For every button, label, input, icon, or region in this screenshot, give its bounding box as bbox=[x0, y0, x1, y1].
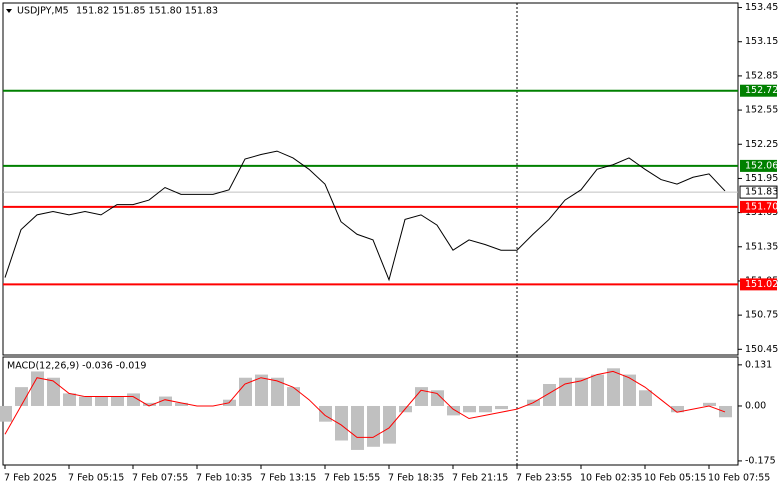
histogram-bar bbox=[415, 387, 428, 406]
histogram-bar bbox=[703, 402, 716, 406]
x-tick-label: 7 Feb 23:55 bbox=[516, 473, 572, 484]
y-tick-label: 152.85 bbox=[745, 70, 778, 81]
y-tick-label: 150.75 bbox=[745, 310, 778, 321]
x-tick-label: 7 Feb 07:55 bbox=[132, 473, 188, 484]
signal-line bbox=[4, 370, 726, 438]
x-tick-label: 7 Feb 13:15 bbox=[260, 473, 316, 484]
x-tick-label: 7 Feb 10:35 bbox=[196, 473, 252, 484]
price-panel bbox=[2, 2, 739, 356]
level-label: 152.72 bbox=[745, 85, 778, 96]
histogram-bar bbox=[335, 405, 348, 441]
histogram-bar bbox=[591, 374, 604, 406]
histogram-bar bbox=[367, 405, 380, 447]
y-tick-label: 150.45 bbox=[745, 344, 778, 355]
histogram-bar bbox=[383, 405, 396, 444]
histogram-bar bbox=[175, 402, 188, 406]
last-price-label: 151.83 bbox=[745, 187, 778, 198]
histogram-bar bbox=[479, 405, 492, 413]
level-tag bbox=[740, 278, 777, 291]
y-tick-label: 151.95 bbox=[745, 173, 778, 184]
histogram-bar bbox=[255, 374, 268, 406]
histogram-bar bbox=[543, 384, 556, 406]
histogram-bar bbox=[143, 402, 156, 406]
histogram-bar bbox=[79, 396, 92, 406]
x-tick-label: 10 Feb 07:55 bbox=[708, 473, 770, 484]
level-label: 151.70 bbox=[745, 201, 778, 212]
price-line bbox=[4, 150, 726, 282]
histogram-bar bbox=[95, 396, 108, 406]
histogram-bar bbox=[319, 405, 332, 422]
y-tick-label: 152.25 bbox=[745, 139, 778, 150]
histogram-bar bbox=[607, 368, 620, 406]
level-tag bbox=[740, 200, 777, 213]
histogram-bar bbox=[495, 405, 508, 410]
x-tick-label: 7 Feb 2025 bbox=[4, 473, 57, 484]
y-tick-label: 152.55 bbox=[745, 105, 778, 116]
histogram-bar bbox=[271, 377, 284, 406]
histogram-bar bbox=[463, 405, 476, 413]
x-tick-label: 10 Feb 05:15 bbox=[644, 473, 706, 484]
chart-subtitle: 151.82 151.85 151.80 151.83 bbox=[76, 6, 218, 17]
last-price-tag bbox=[739, 185, 778, 199]
x-tick-label: 7 Feb 15:55 bbox=[324, 473, 380, 484]
histogram-bar bbox=[47, 377, 60, 406]
histogram-bar bbox=[159, 396, 172, 406]
menu-arrow bbox=[6, 9, 12, 13]
x-tick-label: 7 Feb 18:35 bbox=[388, 473, 444, 484]
y-tick-label: 0.131 bbox=[745, 359, 772, 370]
y-tick-label: 0.00 bbox=[745, 400, 766, 411]
y-tick-label: 151.35 bbox=[745, 241, 778, 252]
histogram-bar bbox=[239, 377, 252, 406]
histogram-bar bbox=[31, 371, 44, 406]
x-tick-label: 7 Feb 21:15 bbox=[452, 473, 508, 484]
histogram-bar bbox=[111, 396, 124, 406]
level-tag bbox=[740, 159, 777, 172]
y-tick-label: 153.45 bbox=[745, 2, 778, 13]
x-tick-label: 10 Feb 02:35 bbox=[580, 473, 642, 484]
chart-title: USDJPY,M5 bbox=[17, 6, 69, 17]
histogram-bar bbox=[431, 390, 444, 406]
y-tick-label: 153.15 bbox=[745, 36, 778, 47]
histogram-bar bbox=[0, 405, 12, 422]
histogram-bar bbox=[447, 405, 460, 416]
histogram-bar bbox=[287, 387, 300, 406]
level-label: 152.06 bbox=[745, 160, 778, 171]
histogram-bar bbox=[15, 387, 28, 406]
histogram-bar bbox=[559, 377, 572, 406]
histogram-bar bbox=[351, 405, 364, 450]
level-tag bbox=[740, 84, 777, 97]
histogram-bar bbox=[623, 374, 636, 406]
histogram-bar bbox=[671, 405, 684, 413]
macd-title: MACD(12,26,9) -0.036 -0.019 bbox=[7, 361, 146, 372]
y-tick-label: -0.175 bbox=[745, 455, 776, 466]
x-tick-label: 7 Feb 05:15 bbox=[68, 473, 124, 484]
histogram-bar bbox=[719, 405, 732, 418]
histogram-bar bbox=[639, 390, 652, 406]
histogram-bar bbox=[575, 377, 588, 406]
histogram-bar bbox=[63, 393, 76, 406]
level-label: 151.02 bbox=[745, 279, 778, 290]
